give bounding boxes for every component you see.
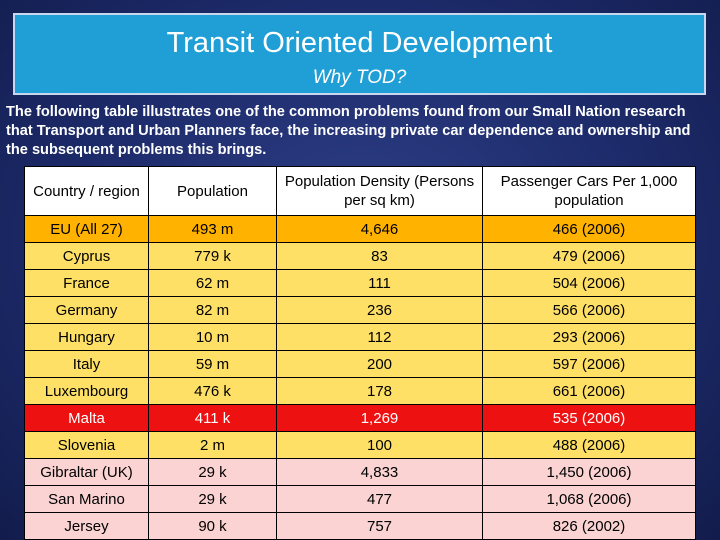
- cell-cars: 488 (2006): [482, 431, 696, 459]
- page-subtitle: Why TOD?: [312, 67, 407, 88]
- table-row: Hungary 10 m 112 293 (2006): [24, 323, 696, 351]
- cell-population: 62 m: [148, 269, 277, 297]
- cell-population: 29 k: [148, 485, 277, 513]
- table-row: Jersey 90 k 757 826 (2002): [24, 512, 696, 540]
- cell-density: 236: [276, 296, 483, 324]
- cell-density: 1,269: [276, 404, 483, 432]
- car-ownership-table: Country / region Population Population D…: [24, 166, 696, 540]
- cell-density: 100: [276, 431, 483, 459]
- cell-country: Slovenia: [24, 431, 149, 459]
- cell-density: 83: [276, 242, 483, 270]
- cell-density: 4,646: [276, 215, 483, 243]
- cell-population: 779 k: [148, 242, 277, 270]
- table-row: San Marino 29 k 477 1,068 (2006): [24, 485, 696, 513]
- cell-density: 178: [276, 377, 483, 405]
- cell-cars: 479 (2006): [482, 242, 696, 270]
- cell-population: 10 m: [148, 323, 277, 351]
- cell-cars: 504 (2006): [482, 269, 696, 297]
- cell-country: Germany: [24, 296, 149, 324]
- cell-country: San Marino: [24, 485, 149, 513]
- cell-density: 477: [276, 485, 483, 513]
- cell-population: 411 k: [148, 404, 277, 432]
- table-row: Slovenia 2 m 100 488 (2006): [24, 431, 696, 459]
- cell-country: Cyprus: [24, 242, 149, 270]
- cell-country: Hungary: [24, 323, 149, 351]
- table-row-highlighted: Malta 411 k 1,269 535 (2006): [24, 404, 696, 432]
- table-row: Luxembourg 476 k 178 661 (2006): [24, 377, 696, 405]
- page-title: Transit Oriented Development: [166, 27, 553, 59]
- cell-density: 200: [276, 350, 483, 378]
- cell-population: 82 m: [148, 296, 277, 324]
- cell-population: 476 k: [148, 377, 277, 405]
- header-density: Population Density (Persons per sq km): [276, 166, 483, 216]
- cell-population: 90 k: [148, 512, 277, 540]
- cell-density: 4,833: [276, 458, 483, 486]
- cell-country: Malta: [24, 404, 149, 432]
- header-country: Country / region: [24, 166, 149, 216]
- cell-cars: 566 (2006): [482, 296, 696, 324]
- cell-cars: 1,450 (2006): [482, 458, 696, 486]
- cell-density: 112: [276, 323, 483, 351]
- cell-cars: 661 (2006): [482, 377, 696, 405]
- header-population: Population: [148, 166, 277, 216]
- cell-population: 493 m: [148, 215, 277, 243]
- table-header-row: Country / region Population Population D…: [24, 166, 696, 216]
- cell-country: Gibraltar (UK): [24, 458, 149, 486]
- cell-population: 59 m: [148, 350, 277, 378]
- header-cars: Passenger Cars Per 1,000 population: [482, 166, 696, 216]
- table-row: EU (All 27) 493 m 4,646 466 (2006): [24, 215, 696, 243]
- cell-cars: 597 (2006): [482, 350, 696, 378]
- cell-density: 111: [276, 269, 483, 297]
- cell-country: EU (All 27): [24, 215, 149, 243]
- cell-country: France: [24, 269, 149, 297]
- cell-country: Jersey: [24, 512, 149, 540]
- cell-country: Italy: [24, 350, 149, 378]
- cell-cars: 466 (2006): [482, 215, 696, 243]
- table-row: Italy 59 m 200 597 (2006): [24, 350, 696, 378]
- table-row: Cyprus 779 k 83 479 (2006): [24, 242, 696, 270]
- cell-cars: 826 (2002): [482, 512, 696, 540]
- title-banner: Transit Oriented Development Why TOD?: [13, 13, 706, 95]
- cell-population: 2 m: [148, 431, 277, 459]
- cell-population: 29 k: [148, 458, 277, 486]
- table-row: France 62 m 111 504 (2006): [24, 269, 696, 297]
- cell-cars: 535 (2006): [482, 404, 696, 432]
- cell-density: 757: [276, 512, 483, 540]
- cell-country: Luxembourg: [24, 377, 149, 405]
- cell-cars: 293 (2006): [482, 323, 696, 351]
- table-row: Germany 82 m 236 566 (2006): [24, 296, 696, 324]
- cell-cars: 1,068 (2006): [482, 485, 696, 513]
- table-row: Gibraltar (UK) 29 k 4,833 1,450 (2006): [24, 458, 696, 486]
- intro-paragraph: The following table illustrates one of t…: [6, 104, 691, 158]
